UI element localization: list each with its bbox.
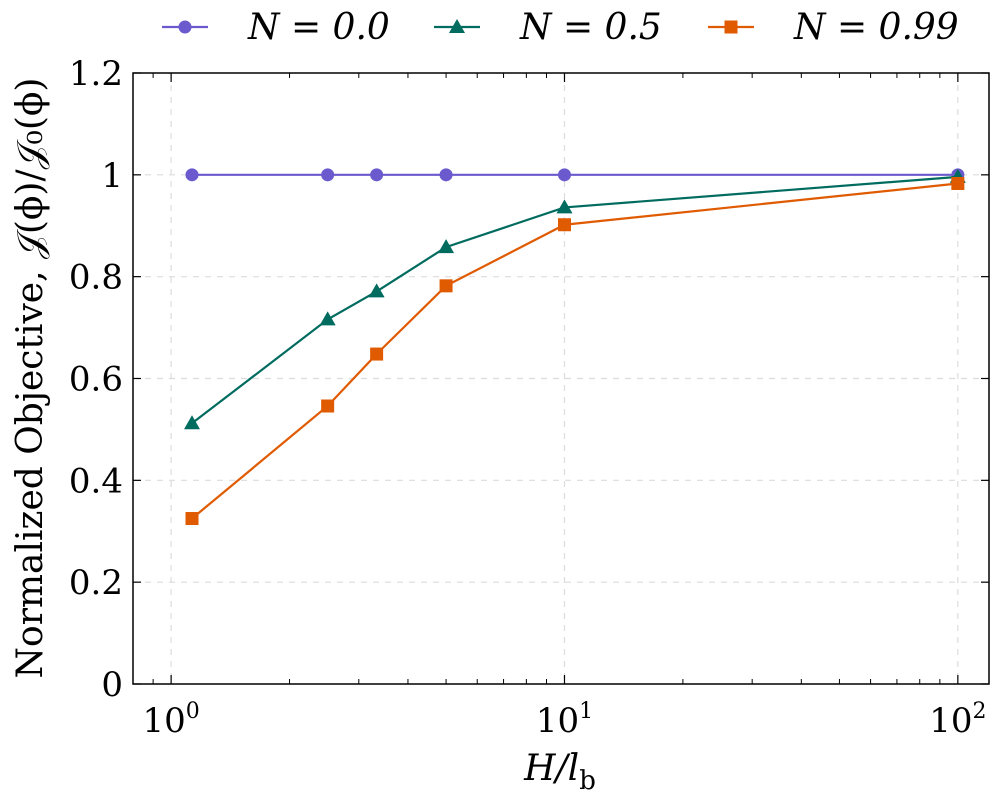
x-tick-label-exponent: 2 <box>972 699 986 724</box>
x-tick-labels: 100 101 102 <box>142 699 986 741</box>
x-tick-label: 101 <box>536 699 593 741</box>
data-point <box>557 168 571 182</box>
data-point <box>321 168 335 182</box>
series-line <box>191 182 958 520</box>
series-1 <box>184 168 966 430</box>
data-point <box>557 218 571 232</box>
data-point <box>370 168 384 182</box>
y-tick-label: 1 <box>101 156 123 196</box>
plot-area-frame <box>132 72 990 685</box>
data-point <box>185 512 199 526</box>
series-2 <box>185 176 965 526</box>
y-tick-label: 0 <box>101 665 123 705</box>
data-point <box>184 415 201 430</box>
y-tick-label: 0.4 <box>69 461 123 501</box>
x-tick-label-base: 10 <box>536 701 579 741</box>
data-point <box>439 279 453 293</box>
series-0 <box>185 168 965 182</box>
y-tick-label: 0.6 <box>69 360 123 400</box>
legend-label: N = 0.0 <box>247 7 390 48</box>
x-axis-title-main: H/l <box>523 748 579 789</box>
series-line <box>191 175 958 425</box>
x-tick-label-base: 10 <box>142 701 185 741</box>
x-axis-title: H/lb <box>523 748 596 796</box>
y-tick-label: 1.2 <box>69 54 123 94</box>
grid <box>133 73 989 684</box>
y-axis-title: Normalized Objective, 𝒥(ϕ)/𝒥₀(ϕ) <box>10 78 51 679</box>
legend-marker <box>178 20 192 34</box>
data-point <box>321 399 335 413</box>
y-tick-label: 0.2 <box>69 563 123 603</box>
data-point <box>319 311 336 326</box>
x-tick-label-exponent: 0 <box>186 699 200 724</box>
data-point <box>185 168 199 182</box>
x-tick-label-exponent: 1 <box>579 699 593 724</box>
x-tick-label-base: 10 <box>929 701 972 741</box>
legend-label: N = 0.5 <box>519 7 662 48</box>
data-point <box>951 176 965 190</box>
x-axis-title-sub: b <box>579 766 596 796</box>
minor-ticks <box>132 72 989 685</box>
data-point <box>439 168 453 182</box>
legend-marker <box>449 19 465 33</box>
data-point <box>556 199 573 214</box>
legend-label: N = 0.99 <box>793 7 959 48</box>
x-tick-label: 100 <box>142 699 199 741</box>
data-point <box>370 347 384 361</box>
legend-marker <box>724 20 738 34</box>
y-tick-labels: 0 0.2 0.4 0.6 0.8 1 1.2 <box>69 54 123 705</box>
y-tick-label: 0.8 <box>69 258 123 298</box>
x-tick-label: 102 <box>929 699 986 741</box>
data-point <box>438 239 455 254</box>
data-point <box>368 283 385 298</box>
legend: N = 0.0 N = 0.5 N = 0.99 <box>162 7 959 48</box>
series-layer <box>184 168 966 526</box>
